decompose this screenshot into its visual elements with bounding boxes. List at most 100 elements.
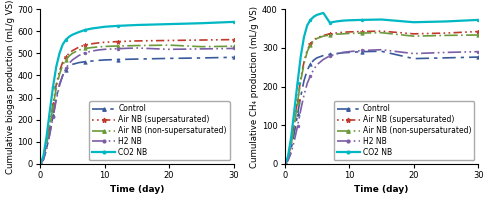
CO2 NB (53, 65, 59, 68)
CO2 NB (346, 19, 351, 21)
Air NB (non-supersaturated) (47, 125, 53, 128)
Air NB (supersaturated) (358, 30, 364, 33)
CO2 NB (410, 21, 416, 23)
H2 NB (198, 48, 204, 50)
Control (69, 63, 75, 66)
CO2 NB (63, 38, 69, 41)
Air NB (supersaturated) (313, 37, 319, 39)
H2 NB (304, 82, 309, 85)
Air NB (supersaturated) (47, 123, 53, 125)
Air NB (non-supersaturated) (82, 47, 88, 50)
Air NB (supersaturated) (474, 30, 480, 33)
H2 NB (89, 50, 95, 52)
Control (410, 57, 416, 60)
Air NB (non-supersaturated) (358, 32, 364, 34)
Air NB (supersaturated) (76, 46, 81, 48)
H2 NB (297, 109, 303, 111)
H2 NB (76, 54, 81, 57)
H2 NB (43, 148, 49, 151)
H2 NB (50, 116, 56, 119)
Air NB (non-supersaturated) (281, 163, 287, 165)
CO2 NB (294, 81, 300, 84)
Control (474, 56, 480, 58)
Control (82, 61, 88, 63)
Control (307, 63, 313, 65)
Control (43, 147, 49, 150)
Air NB (non-supersaturated) (410, 35, 416, 37)
Air NB (non-supersaturated) (378, 31, 384, 34)
H2 NB (294, 125, 300, 127)
Control (114, 58, 120, 61)
Air NB (non-supersaturated) (304, 50, 309, 53)
Control (60, 74, 65, 77)
Air NB (non-supersaturated) (76, 49, 81, 51)
CO2 NB (43, 135, 49, 137)
Air NB (supersaturated) (326, 33, 332, 35)
H2 NB (442, 51, 448, 54)
Air NB (non-supersaturated) (310, 40, 316, 42)
H2 NB (134, 47, 140, 49)
Control (291, 132, 297, 134)
H2 NB (326, 55, 332, 57)
Air NB (non-supersaturated) (89, 46, 95, 49)
Line: Air NB (non-supersaturated): Air NB (non-supersaturated) (39, 43, 235, 166)
Air NB (non-supersaturated) (69, 52, 75, 55)
Control (230, 56, 236, 58)
Air NB (non-supersaturated) (63, 58, 69, 61)
Air NB (non-supersaturated) (346, 32, 351, 35)
CO2 NB (166, 23, 172, 25)
Control (57, 83, 62, 85)
Control (442, 57, 448, 59)
Air NB (supersaturated) (57, 70, 62, 72)
Y-axis label: Cumulative biogas production (mL/g VS): Cumulative biogas production (mL/g VS) (5, 0, 15, 174)
Air NB (supersaturated) (166, 39, 172, 42)
H2 NB (346, 50, 351, 53)
Air NB (non-supersaturated) (95, 46, 101, 48)
Y-axis label: Cumulative CH₄ production (mL/g VS): Cumulative CH₄ production (mL/g VS) (249, 5, 259, 168)
CO2 NB (37, 163, 43, 165)
Air NB (supersaturated) (304, 49, 309, 51)
Control (47, 132, 53, 134)
CO2 NB (82, 29, 88, 31)
CO2 NB (307, 19, 313, 21)
CO2 NB (301, 36, 306, 38)
Air NB (non-supersaturated) (326, 34, 332, 36)
Air NB (supersaturated) (310, 39, 316, 41)
X-axis label: Time (day): Time (day) (109, 185, 164, 194)
Air NB (supersaturated) (339, 31, 345, 33)
Control (134, 58, 140, 60)
Air NB (non-supersaturated) (198, 45, 204, 48)
Control (37, 163, 43, 165)
Air NB (non-supersaturated) (320, 35, 325, 37)
Air NB (non-supersaturated) (37, 163, 43, 165)
Control (285, 159, 290, 161)
Control (320, 54, 325, 57)
Air NB (non-supersaturated) (134, 44, 140, 47)
CO2 NB (60, 43, 65, 46)
H2 NB (378, 49, 384, 51)
X-axis label: Time (day): Time (day) (353, 185, 408, 194)
Air NB (non-supersaturated) (166, 44, 172, 46)
H2 NB (114, 47, 120, 50)
Air NB (non-supersaturated) (291, 124, 297, 126)
CO2 NB (339, 19, 345, 22)
H2 NB (313, 64, 319, 66)
Line: CO2 NB: CO2 NB (283, 12, 479, 165)
Air NB (non-supersaturated) (442, 34, 448, 37)
H2 NB (333, 53, 339, 55)
CO2 NB (198, 22, 204, 24)
CO2 NB (304, 24, 309, 27)
Line: Air NB (supersaturated): Air NB (supersaturated) (38, 37, 236, 166)
Control (287, 148, 293, 150)
H2 NB (410, 52, 416, 55)
Line: H2 NB: H2 NB (283, 48, 479, 165)
Air NB (supersaturated) (53, 83, 59, 85)
CO2 NB (313, 14, 319, 16)
Air NB (non-supersaturated) (339, 33, 345, 35)
Legend: Control, Air NB (supersaturated), Air NB (non-supersaturated), H2 NB, CO2 NB: Control, Air NB (supersaturated), Air NB… (333, 101, 473, 160)
H2 NB (69, 59, 75, 61)
CO2 NB (89, 27, 95, 30)
H2 NB (95, 49, 101, 51)
CO2 NB (95, 26, 101, 29)
Line: CO2 NB: CO2 NB (39, 21, 235, 165)
